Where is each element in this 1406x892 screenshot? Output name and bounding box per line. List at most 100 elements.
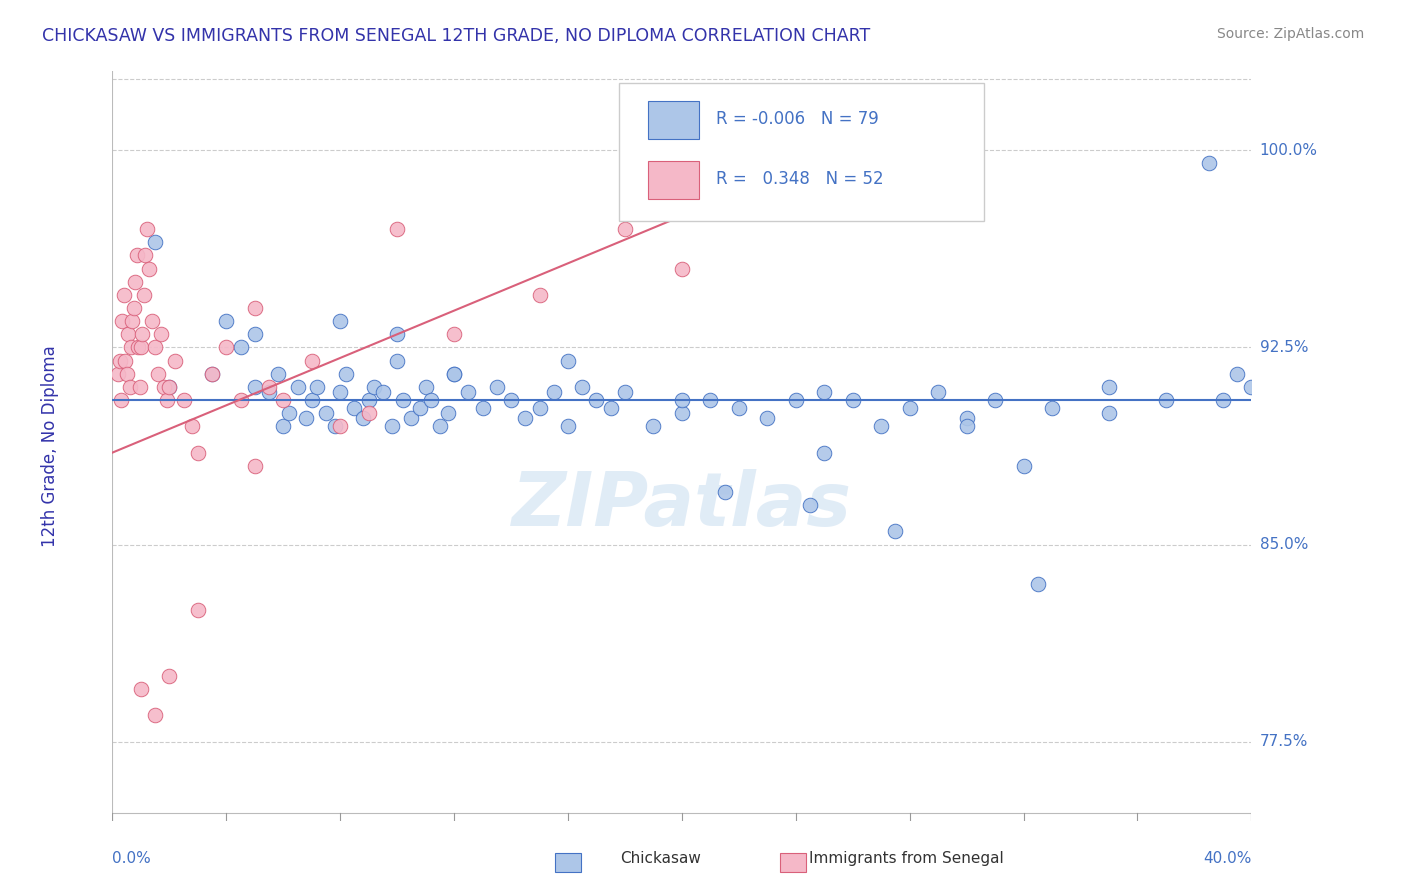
Point	[799, 498, 821, 512]
Point	[323, 419, 346, 434]
Text: 77.5%: 77.5%	[1260, 734, 1308, 749]
Point	[352, 411, 374, 425]
Point	[115, 367, 138, 381]
Point	[984, 392, 1007, 407]
Point	[1040, 401, 1063, 415]
Point	[443, 367, 465, 381]
Point	[429, 419, 451, 434]
Point	[371, 385, 394, 400]
Point	[273, 392, 295, 407]
Text: 100.0%: 100.0%	[1260, 143, 1317, 158]
Point	[443, 367, 465, 381]
Point	[841, 392, 863, 407]
Point	[329, 385, 352, 400]
Point	[335, 367, 357, 381]
Point	[273, 419, 295, 434]
Point	[813, 385, 835, 400]
Point	[122, 301, 145, 315]
Text: 0.0%: 0.0%	[112, 851, 152, 866]
Point	[409, 401, 432, 415]
Point	[301, 392, 323, 407]
Point	[131, 327, 153, 342]
Point	[927, 385, 949, 400]
Point	[529, 401, 551, 415]
Point	[956, 419, 979, 434]
Text: 40.0%: 40.0%	[1204, 851, 1251, 866]
Point	[1012, 458, 1035, 473]
Point	[120, 340, 142, 354]
Point	[713, 485, 735, 500]
Point	[437, 406, 460, 420]
Point	[699, 392, 721, 407]
Point	[110, 392, 132, 407]
Point	[385, 222, 409, 236]
Bar	[648, 102, 699, 139]
Point	[613, 385, 636, 400]
Point	[278, 406, 301, 420]
Point	[643, 419, 665, 434]
Point	[1026, 577, 1049, 591]
Point	[1212, 392, 1234, 407]
Point	[671, 392, 693, 407]
Point	[257, 385, 280, 400]
Point	[152, 380, 174, 394]
Point	[898, 401, 921, 415]
Point	[1240, 380, 1263, 394]
Point	[108, 353, 131, 368]
Point	[124, 275, 146, 289]
Point	[571, 380, 593, 394]
Point	[111, 314, 134, 328]
Point	[187, 603, 209, 617]
Point	[129, 340, 152, 354]
Text: R =   0.348   N = 52: R = 0.348 N = 52	[716, 169, 884, 187]
Point	[143, 708, 166, 723]
Point	[870, 419, 893, 434]
Point	[159, 669, 180, 683]
Text: R = -0.006   N = 79: R = -0.006 N = 79	[716, 110, 879, 128]
Point	[127, 340, 149, 354]
Point	[243, 327, 266, 342]
Point	[385, 327, 409, 342]
Point	[420, 392, 443, 407]
Point	[515, 411, 537, 425]
Point	[329, 314, 352, 328]
Point	[385, 353, 409, 368]
Point	[363, 380, 385, 394]
Point	[671, 406, 693, 420]
FancyBboxPatch shape	[619, 83, 984, 221]
Point	[1098, 380, 1121, 394]
Point	[107, 367, 129, 381]
Point	[357, 406, 380, 420]
Point	[118, 380, 141, 394]
Point	[1226, 367, 1249, 381]
Point	[485, 380, 508, 394]
Point	[229, 392, 252, 407]
Point	[501, 392, 523, 407]
Point	[135, 222, 157, 236]
Point	[343, 401, 366, 415]
Point	[457, 385, 479, 400]
Point	[1154, 392, 1177, 407]
Point	[613, 222, 636, 236]
Point	[728, 401, 751, 415]
Point	[257, 380, 280, 394]
Point	[173, 392, 195, 407]
Point	[295, 411, 318, 425]
Point	[141, 314, 163, 328]
Point	[884, 524, 907, 539]
Point	[128, 380, 150, 394]
Point	[671, 261, 693, 276]
Point	[1098, 406, 1121, 420]
Point	[143, 340, 166, 354]
Point	[117, 327, 139, 342]
Point	[415, 380, 437, 394]
Point	[229, 340, 252, 354]
Point	[813, 445, 835, 459]
Point	[266, 367, 288, 381]
Point	[785, 392, 807, 407]
Bar	[648, 161, 699, 199]
Point	[243, 301, 266, 315]
Point	[149, 327, 172, 342]
Point	[956, 411, 979, 425]
Text: Chickasaw: Chickasaw	[620, 851, 702, 865]
